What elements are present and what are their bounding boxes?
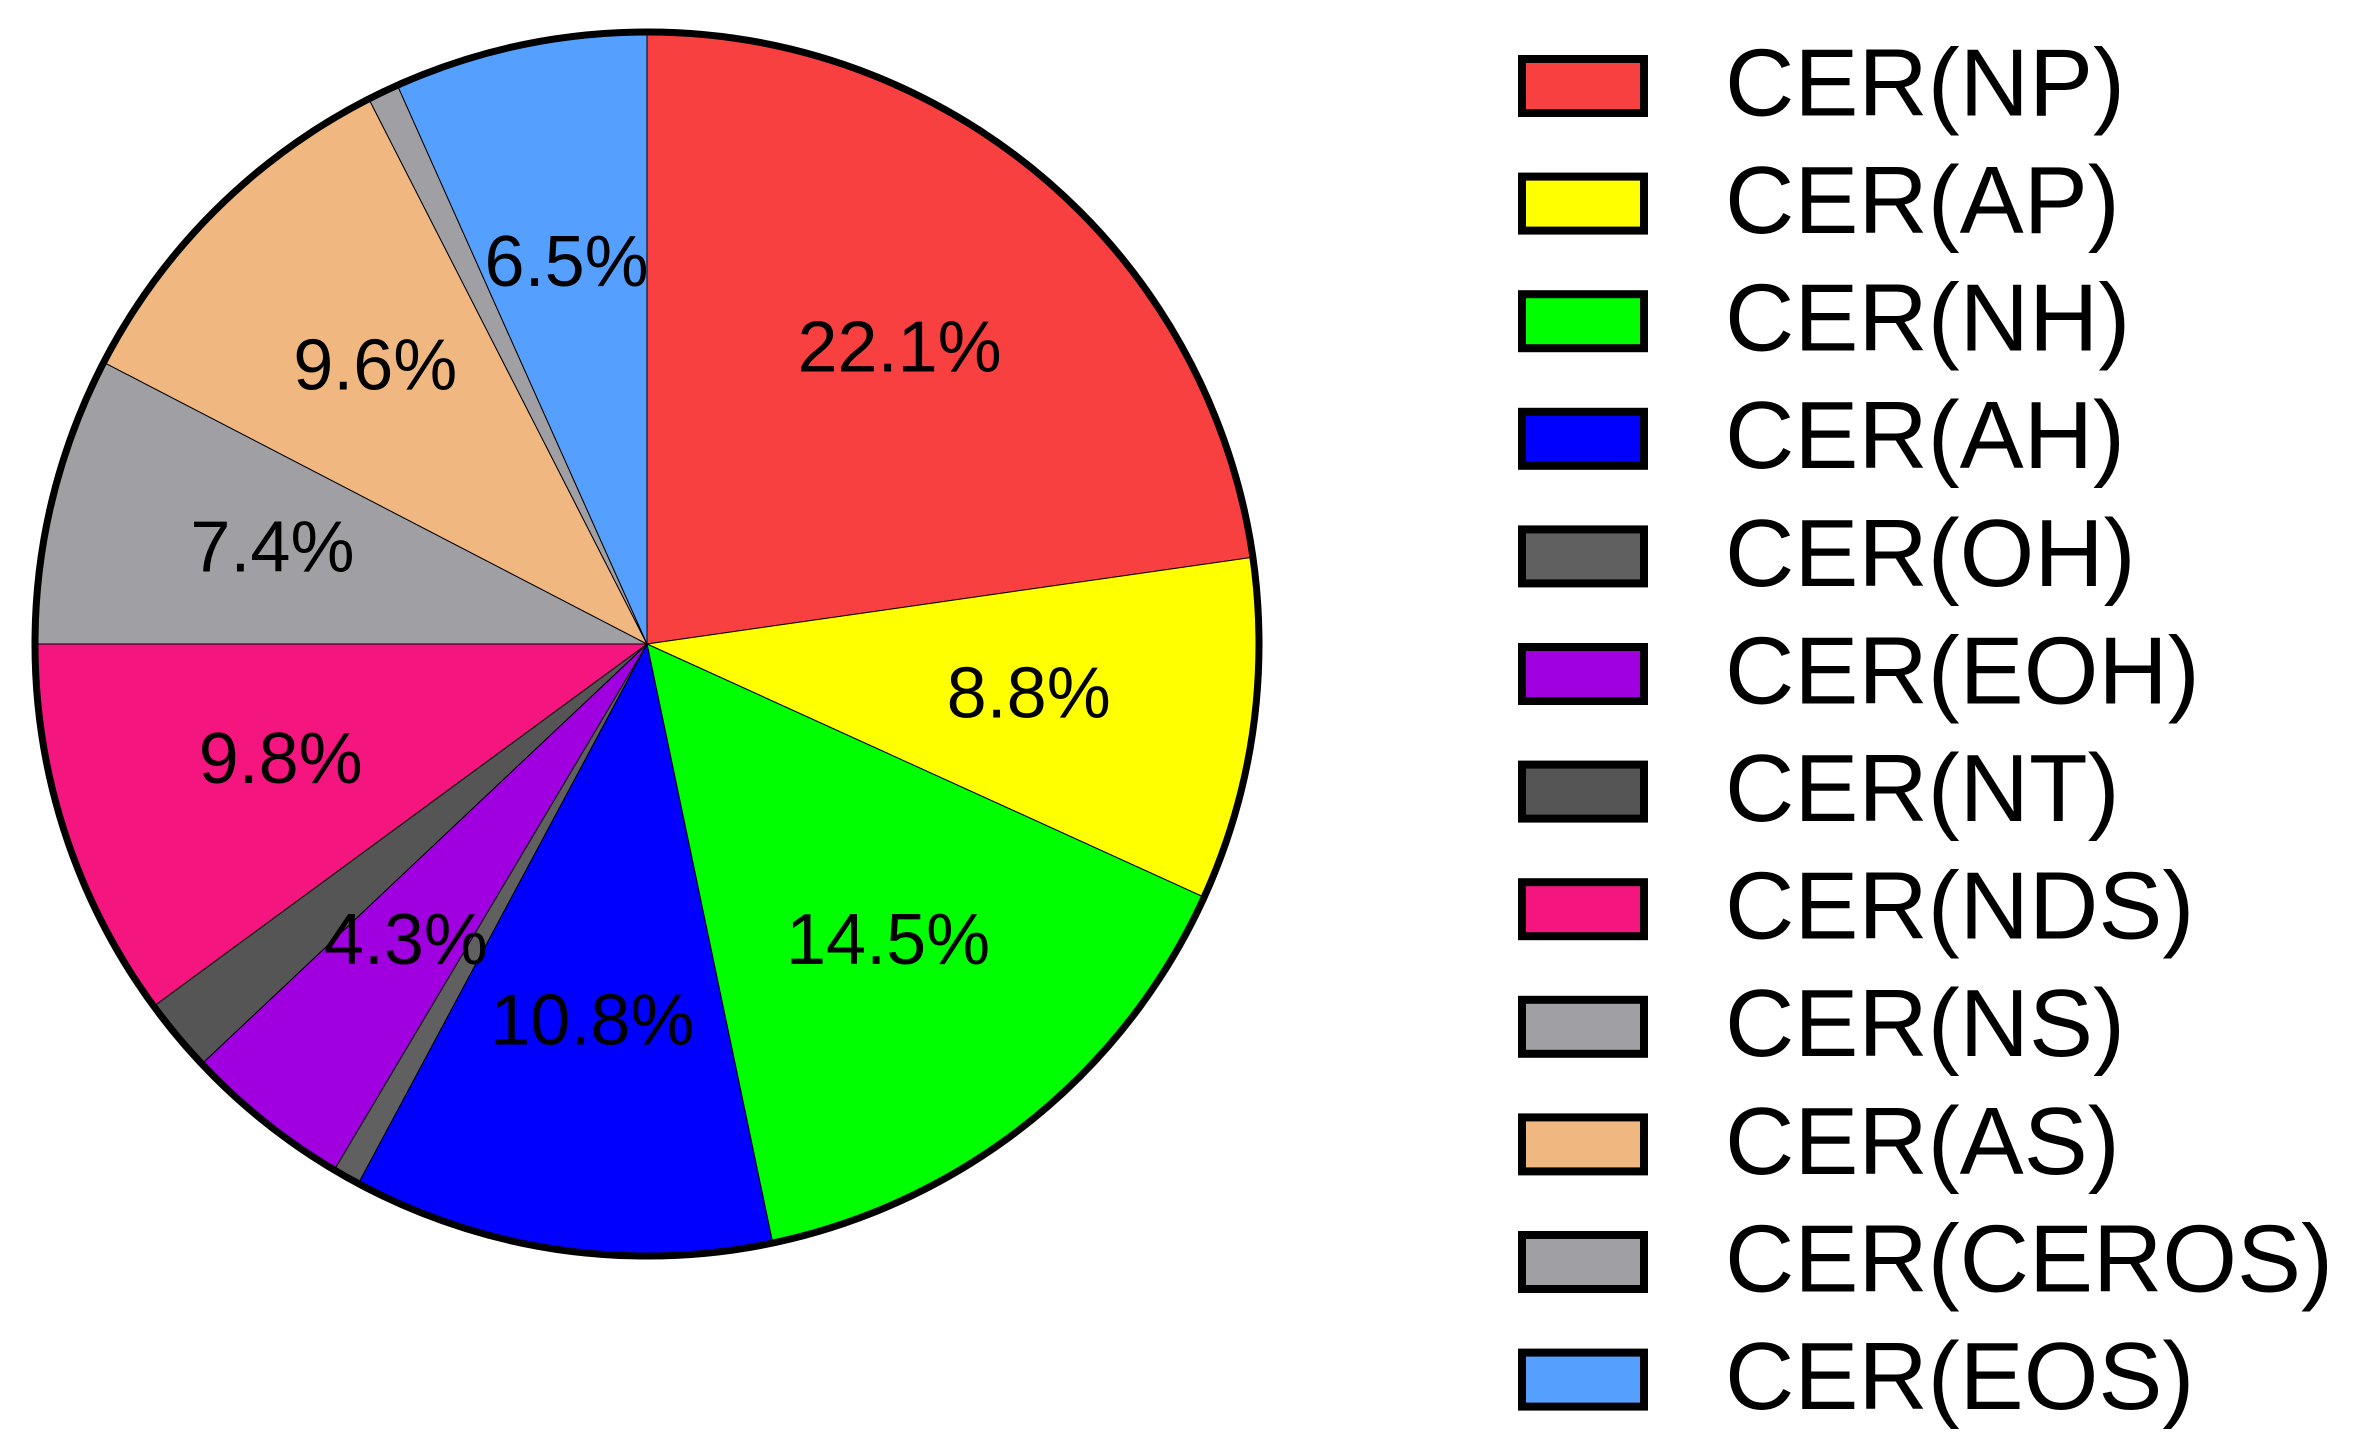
legend-swatch xyxy=(1518,172,1648,235)
legend-label: CER(NDS) xyxy=(1725,853,2194,960)
legend-swatch xyxy=(1518,55,1648,117)
legend-label: CER(NS) xyxy=(1725,970,2125,1077)
slice-label: 7.4% xyxy=(190,508,354,588)
pie-outline xyxy=(31,28,1263,1260)
legend-label: CER(AS) xyxy=(1725,1088,2120,1195)
slice-label: 14.5% xyxy=(786,900,990,980)
legend-label: CER(AP) xyxy=(1725,147,2120,254)
legend-swatch xyxy=(1518,760,1648,823)
slice-label: 9.8% xyxy=(199,719,363,799)
legend-swatch xyxy=(1518,290,1648,353)
legend-label: CER(CEROS) xyxy=(1725,1205,2333,1312)
legend-label: CER(NP) xyxy=(1725,29,2125,136)
slice-label: 4.3% xyxy=(324,900,488,980)
legend-label: CER(EOH) xyxy=(1725,617,2200,724)
legend-swatch xyxy=(1518,525,1648,588)
slice-label: 8.8% xyxy=(947,654,1111,734)
legend-swatch xyxy=(1518,1113,1648,1176)
legend-label: CER(EOS) xyxy=(1725,1323,2194,1430)
legend-label: CER(NH) xyxy=(1725,265,2130,372)
legend-swatch xyxy=(1518,643,1648,705)
legend-swatch xyxy=(1518,407,1648,470)
slice-label: 9.6% xyxy=(293,326,457,406)
legend-swatch xyxy=(1518,995,1648,1058)
slice-label: 22.1% xyxy=(797,308,1001,388)
legend-swatch xyxy=(1518,1231,1648,1293)
legend-label: CER(AH) xyxy=(1725,382,2125,489)
slice-label: 6.5% xyxy=(485,222,649,302)
legend-swatch xyxy=(1518,878,1648,941)
legend-swatch xyxy=(1518,1348,1648,1411)
slice-label: 10.8% xyxy=(490,981,694,1061)
legend-label: CER(OH) xyxy=(1725,500,2136,607)
legend-label: CER(NT) xyxy=(1725,735,2120,842)
